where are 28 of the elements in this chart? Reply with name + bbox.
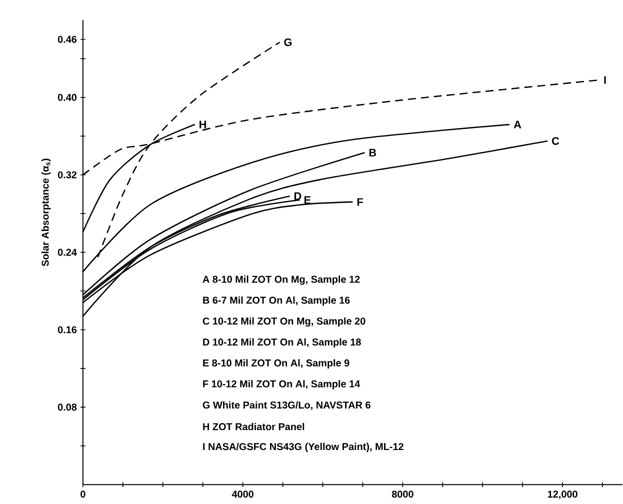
y-tick-label: 0.46 xyxy=(58,36,77,44)
y-axis-title: Solar Absorptance (α$_{s}$) xyxy=(41,158,51,266)
annotation: C 10-12 Mil ZOT On Mg, Sample 20 xyxy=(202,318,366,327)
y-tick-label: 0.08 xyxy=(58,404,77,411)
x-tick-label: 4000 xyxy=(232,490,254,498)
annotation: F 10-12 Mil ZOT On Al, Sample 14 xyxy=(203,380,360,390)
y-tick-label: 0.32 xyxy=(58,172,77,179)
y-tick-label: 0.16 xyxy=(58,326,77,334)
series-label: G xyxy=(284,38,292,46)
y-tick-label: 0.24 xyxy=(58,248,77,256)
annotation: B 6-7 Mil ZOT On Al, Sample 16 xyxy=(203,296,350,306)
series-label: C xyxy=(552,137,560,146)
series-label: H xyxy=(200,120,206,128)
x-tick-label: 0 xyxy=(80,490,86,498)
annotation: H ZOT Radiator Panel xyxy=(203,423,304,430)
annotation: D 10-12 Mil ZOT On Al, Sample 18 xyxy=(203,338,361,348)
annotation: E 8-10 Mil ZOT On Al, Sample 9 xyxy=(203,359,350,369)
series-label: F xyxy=(357,198,363,206)
annotation: I NASA/GSFC NS43G (Yellow Paint), ML-12 xyxy=(203,443,404,452)
annotation: A 8-10 Mil ZOT On Mg, Sample 12 xyxy=(202,276,360,286)
annotation: G White Paint S13G/Lo, NAVSTAR 6 xyxy=(202,401,370,410)
series-label: I xyxy=(604,76,606,84)
series-label: B xyxy=(369,149,376,157)
x-tick-label: 8000 xyxy=(392,490,414,498)
series-label: D xyxy=(294,192,302,200)
x-tick-label: 12,000 xyxy=(548,490,578,500)
y-tick-label: 0.40 xyxy=(58,94,77,102)
series-label: A xyxy=(514,120,522,128)
